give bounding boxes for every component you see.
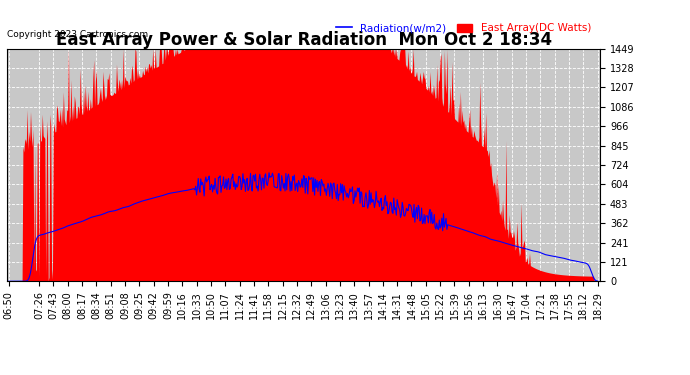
Legend: Radiation(w/m2), East Array(DC Watts): Radiation(w/m2), East Array(DC Watts) [332,19,595,38]
Title: East Array Power & Solar Radiation  Mon Oct 2 18:34: East Array Power & Solar Radiation Mon O… [55,31,552,49]
Text: Copyright 2023 Cartronics.com: Copyright 2023 Cartronics.com [7,30,148,39]
